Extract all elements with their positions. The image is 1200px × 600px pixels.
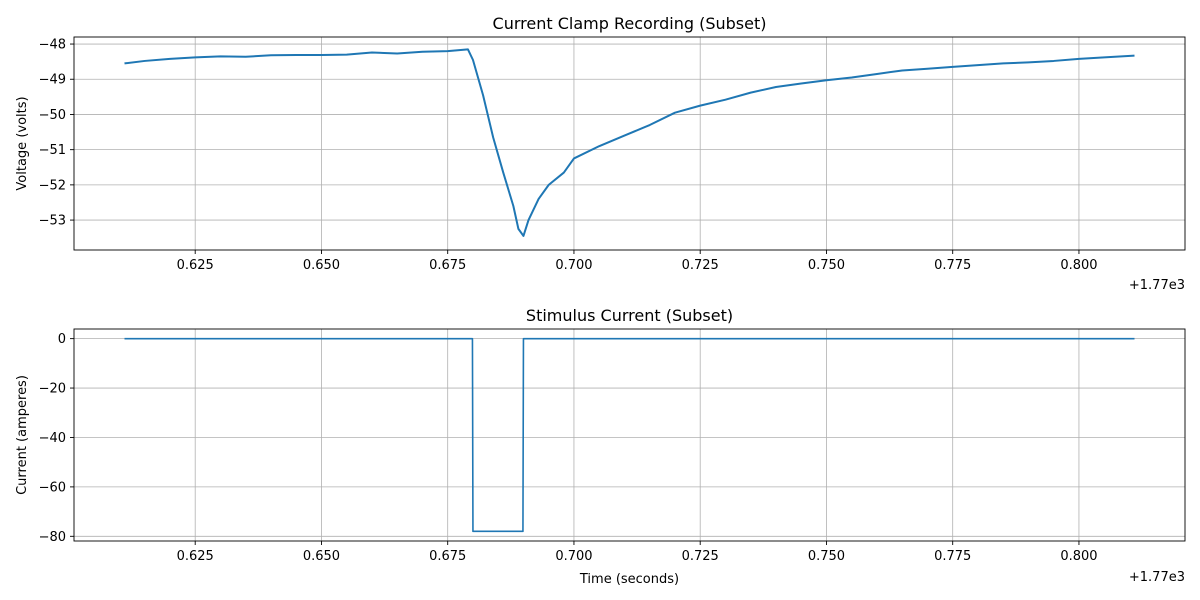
ticks: 0.625 0.650 0.675 0.700 0.725 0.750 0.775 0.800… [39, 38, 1098, 273]
y-tick-label: −40 [39, 431, 66, 446]
y-tick-label: −53 [39, 214, 66, 229]
grid [74, 329, 1185, 541]
plot-frame [73, 328, 1186, 542]
series-layer [124, 48, 1135, 237]
x-tick-label: 0.675 [429, 258, 466, 273]
grid [74, 37, 1185, 250]
y-tick-label: −52 [39, 178, 66, 193]
x-tick-label: 0.750 [808, 549, 845, 564]
series-layer [124, 337, 1135, 533]
x-axis-label: Time (seconds) [579, 572, 679, 587]
y-tick-label: −51 [39, 143, 66, 158]
x-tick-label: 0.725 [682, 549, 719, 564]
x-tick-label: 0.625 [177, 258, 214, 273]
x-tick-label: 0.725 [682, 258, 719, 273]
x-tick-label: 0.775 [934, 258, 971, 273]
x-tick-label: 0.800 [1060, 258, 1097, 273]
ticks: 0.625 0.650 0.675 0.700 0.725 0.750 0.775 0.800… [39, 332, 1098, 564]
y-tick-label: −80 [39, 530, 66, 545]
x-tick-label: 0.700 [555, 549, 592, 564]
current-chart: 0.625 0.650 0.675 0.700 0.725 0.750 0.775 0.800… [15, 306, 1186, 587]
y-axis-label: Current (amperes) [15, 375, 30, 495]
x-tick-label: 0.625 [177, 549, 214, 564]
y-tick-label: 0 [58, 332, 66, 347]
y-tick-label: −48 [39, 38, 66, 53]
chart-title: Current Clamp Recording (Subset) [493, 14, 767, 33]
series-line [124, 48, 1135, 237]
x-offset-label: +1.77e3 [1129, 278, 1185, 293]
voltage-chart: 0.625 0.650 0.675 0.700 0.725 0.750 0.775 0.800… [15, 14, 1186, 293]
x-offset-label: +1.77e3 [1129, 570, 1185, 585]
y-tick-label: −60 [39, 480, 66, 495]
x-tick-label: 0.675 [429, 549, 466, 564]
y-tick-label: −50 [39, 108, 66, 123]
x-tick-label: 0.775 [934, 549, 971, 564]
chart-title: Stimulus Current (Subset) [526, 306, 733, 325]
y-tick-label: −49 [39, 73, 66, 88]
x-tick-label: 0.650 [303, 549, 340, 564]
y-axis-label: Voltage (volts) [15, 96, 30, 190]
x-tick-label: 0.750 [808, 258, 845, 273]
x-tick-label: 0.700 [555, 258, 592, 273]
x-tick-label: 0.650 [303, 258, 340, 273]
plot-frame [73, 36, 1186, 251]
series-line [124, 337, 1135, 533]
y-tick-label: −20 [39, 382, 66, 397]
x-tick-label: 0.800 [1060, 549, 1097, 564]
